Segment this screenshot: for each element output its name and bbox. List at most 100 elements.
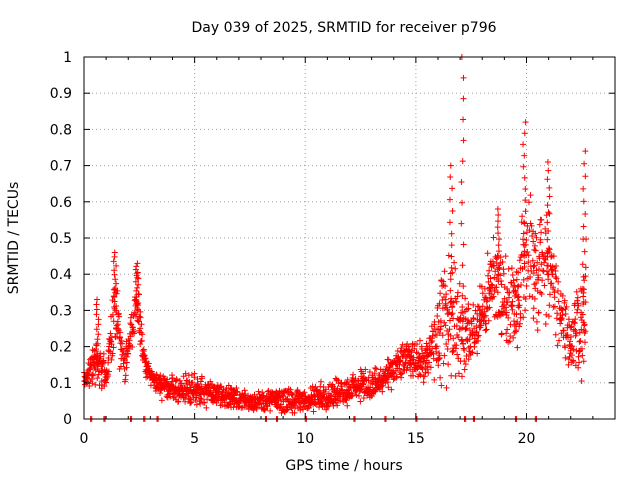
data-point xyxy=(469,349,476,356)
data-point xyxy=(138,321,145,328)
data-point xyxy=(531,295,538,302)
data-point xyxy=(132,278,139,285)
data-point xyxy=(388,386,395,393)
data-point xyxy=(528,222,535,229)
data-point xyxy=(567,324,574,331)
data-point xyxy=(519,213,526,220)
data-point xyxy=(503,304,510,311)
data-point xyxy=(89,372,96,379)
data-point xyxy=(545,276,552,283)
data-point xyxy=(94,375,101,382)
data-point xyxy=(520,241,527,248)
data-point xyxy=(578,326,585,333)
data-point xyxy=(517,314,524,321)
data-point xyxy=(491,287,498,294)
data-point xyxy=(437,290,444,297)
data-point xyxy=(357,398,364,405)
data-point xyxy=(515,297,522,304)
data-point xyxy=(544,253,551,260)
data-point xyxy=(494,266,501,273)
data-point xyxy=(559,307,566,314)
data-point xyxy=(516,257,523,264)
data-point xyxy=(544,176,551,183)
data-point xyxy=(275,397,282,404)
data-point xyxy=(111,267,118,274)
data-point xyxy=(173,377,180,384)
data-point xyxy=(516,320,523,327)
data-point xyxy=(421,373,428,380)
data-point xyxy=(530,263,537,270)
data-point xyxy=(297,400,304,407)
data-point xyxy=(515,283,522,290)
data-point xyxy=(197,395,204,402)
data-point xyxy=(481,285,488,292)
data-point xyxy=(553,275,560,282)
data-point xyxy=(529,232,536,239)
y-tick-label: 0.5 xyxy=(50,231,72,247)
data-point xyxy=(546,246,553,253)
data-point xyxy=(527,192,534,199)
data-point xyxy=(110,258,117,265)
data-point xyxy=(92,381,99,388)
data-point xyxy=(510,334,517,341)
data-point xyxy=(543,311,550,318)
data-point xyxy=(105,368,112,375)
data-point xyxy=(486,267,493,274)
data-point xyxy=(529,257,536,264)
data-point xyxy=(507,333,514,340)
data-point xyxy=(360,380,367,387)
data-point xyxy=(429,337,436,344)
data-point xyxy=(448,230,455,237)
data-point xyxy=(486,304,493,311)
data-point xyxy=(494,224,501,231)
data-point xyxy=(551,289,558,296)
data-point xyxy=(133,294,140,301)
data-point xyxy=(410,372,417,379)
data-point xyxy=(509,306,516,313)
data-point xyxy=(580,286,587,293)
data-markers xyxy=(81,54,590,422)
data-point xyxy=(520,230,527,237)
data-point xyxy=(460,137,467,144)
data-point xyxy=(461,366,468,373)
y-tick-label: 0 xyxy=(63,412,72,428)
data-point xyxy=(545,271,552,278)
data-point xyxy=(113,262,120,269)
data-point xyxy=(545,228,552,235)
data-point xyxy=(267,407,274,414)
data-point xyxy=(112,276,119,283)
data-point xyxy=(198,396,205,403)
data-point xyxy=(117,329,124,336)
data-point xyxy=(458,220,465,227)
data-point xyxy=(443,291,450,298)
data-point xyxy=(454,351,461,358)
data-point xyxy=(443,340,450,347)
data-point xyxy=(576,338,583,345)
data-point xyxy=(94,296,101,303)
data-point xyxy=(482,320,489,327)
data-point xyxy=(495,212,502,219)
data-point xyxy=(581,321,588,328)
data-point xyxy=(97,353,104,360)
data-point xyxy=(405,343,412,350)
data-point xyxy=(465,317,472,324)
data-point xyxy=(574,297,581,304)
data-point xyxy=(512,289,519,296)
data-point xyxy=(579,352,586,359)
data-point xyxy=(278,401,285,408)
x-tick-label: 15 xyxy=(407,431,425,447)
data-point xyxy=(570,358,577,365)
data-point xyxy=(575,302,582,309)
data-point xyxy=(494,254,501,261)
data-point xyxy=(117,363,124,370)
data-point xyxy=(552,274,559,281)
y-tick-label: 0.2 xyxy=(50,340,72,356)
data-point xyxy=(511,282,518,289)
data-point xyxy=(366,369,373,376)
data-point xyxy=(471,343,478,350)
data-point xyxy=(446,326,453,333)
data-point xyxy=(550,284,557,291)
data-point xyxy=(525,259,532,266)
data-point xyxy=(531,246,538,253)
data-point xyxy=(533,267,540,274)
